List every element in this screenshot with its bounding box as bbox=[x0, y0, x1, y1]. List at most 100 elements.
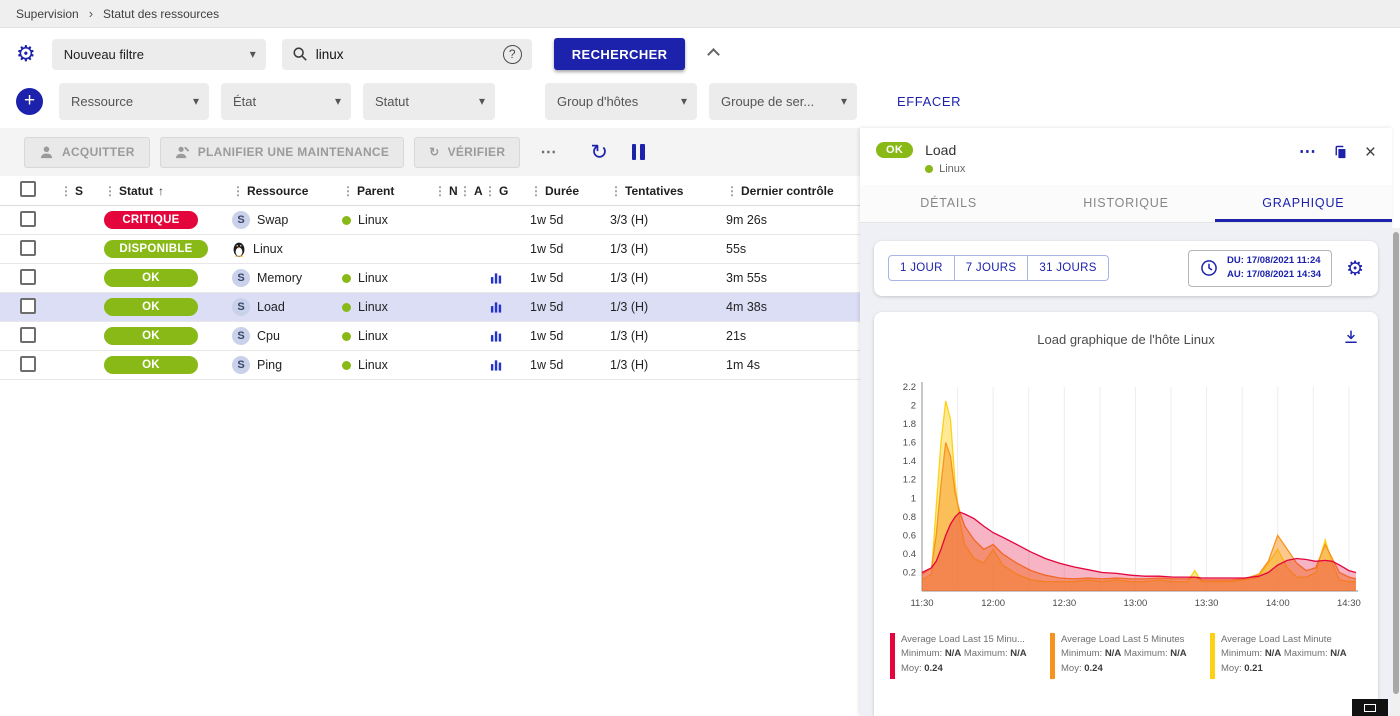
range-31days-button[interactable]: 31 JOURS bbox=[1027, 255, 1108, 281]
col-header-state[interactable]: ⋮S bbox=[60, 184, 104, 198]
host-up-dot-icon bbox=[342, 332, 351, 341]
graph-icon[interactable] bbox=[490, 301, 503, 313]
range-1day-button[interactable]: 1 JOUR bbox=[888, 255, 955, 281]
table-row[interactable]: DISPONIBLE Linux 1w 5d 1/3 (H) 55s bbox=[0, 235, 860, 264]
status-cell: OK bbox=[104, 298, 232, 316]
check-button[interactable]: ↻ VÉRIFIER bbox=[414, 137, 520, 168]
breadcrumb-current[interactable]: Statut des ressources bbox=[103, 7, 219, 21]
panel-host-name[interactable]: Linux bbox=[939, 163, 965, 175]
parent-name[interactable]: Linux bbox=[358, 358, 388, 372]
col-header-notes[interactable]: ⋮N bbox=[434, 184, 459, 198]
col-header-tries[interactable]: ⋮Tentatives bbox=[610, 184, 726, 198]
collapse-filters-chevron-icon[interactable] bbox=[708, 48, 721, 61]
table-row[interactable]: OK SCpu Linux 1w 5d 1/3 (H) 21s bbox=[0, 322, 860, 351]
criteria-servicegroup-select[interactable]: Groupe de ser... ▾ bbox=[709, 83, 857, 120]
export-download-icon[interactable] bbox=[1342, 328, 1360, 346]
criteria-status-select[interactable]: Statut ▾ bbox=[363, 83, 495, 120]
help-icon[interactable]: ? bbox=[503, 45, 522, 64]
resource-name[interactable]: Linux bbox=[253, 242, 283, 256]
criteria-state-select[interactable]: État ▾ bbox=[221, 83, 351, 120]
svg-text:11:30: 11:30 bbox=[910, 598, 933, 609]
legend-item[interactable]: Average Load Last 5 Minutes Minimum: N/A… bbox=[1050, 633, 1204, 679]
row-checkbox[interactable] bbox=[20, 298, 36, 314]
graph-icon[interactable] bbox=[490, 272, 503, 284]
tab-history[interactable]: HISTORIQUE bbox=[1037, 185, 1214, 222]
graph-settings-gear-icon[interactable]: ⚙ bbox=[1346, 256, 1364, 281]
drag-grip-icon[interactable]: ⋮ bbox=[104, 184, 116, 198]
drag-grip-icon[interactable]: ⋮ bbox=[434, 184, 446, 198]
parent-name[interactable]: Linux bbox=[358, 329, 388, 343]
resource-name[interactable]: Cpu bbox=[257, 329, 280, 343]
row-checkbox[interactable] bbox=[20, 356, 36, 372]
resource-name[interactable]: Swap bbox=[257, 213, 288, 227]
pause-autorefresh-icon[interactable] bbox=[632, 144, 645, 160]
service-icon: S bbox=[232, 269, 250, 287]
col-header-ack[interactable]: ⋮A bbox=[459, 184, 484, 198]
refresh-icon[interactable]: ↻ bbox=[590, 140, 608, 165]
table-row[interactable]: OK SMemory Linux 1w 5d 1/3 (H) 3m 55s bbox=[0, 264, 860, 293]
criteria-label: État bbox=[233, 94, 256, 109]
caret-down-icon: ▾ bbox=[335, 94, 341, 108]
panel-more-icon[interactable]: ⋯ bbox=[1299, 142, 1316, 162]
drag-grip-icon[interactable]: ⋮ bbox=[342, 184, 354, 198]
drag-grip-icon[interactable]: ⋮ bbox=[610, 184, 622, 198]
parent-name[interactable]: Linux bbox=[358, 213, 388, 227]
col-header-duration[interactable]: ⋮Durée bbox=[530, 184, 610, 198]
legend-item[interactable]: Average Load Last Minute Minimum: N/A Ma… bbox=[1210, 633, 1364, 679]
col-header-status[interactable]: ⋮Statut↑ bbox=[104, 184, 232, 198]
legend-item[interactable]: Average Load Last 15 Minu... Minimum: N/… bbox=[890, 633, 1044, 679]
sort-asc-icon[interactable]: ↑ bbox=[158, 184, 164, 198]
range-7days-button[interactable]: 7 JOURS bbox=[954, 255, 1029, 281]
drag-grip-icon[interactable]: ⋮ bbox=[459, 184, 471, 198]
graph-icon[interactable] bbox=[490, 330, 503, 342]
search-input[interactable] bbox=[316, 47, 495, 62]
set-downtime-button[interactable]: PLANIFIER UNE MAINTENANCE bbox=[160, 137, 405, 168]
search-button[interactable]: RECHERCHER bbox=[554, 38, 686, 70]
table-row[interactable]: CRITIQUE SSwap Linux 1w 5d 3/3 (H) 9m 26… bbox=[0, 206, 860, 235]
add-criteria-button[interactable]: + bbox=[16, 88, 43, 115]
time-range-segments: 1 JOUR 7 JOURS 31 JOURS bbox=[888, 255, 1109, 281]
criteria-label: Statut bbox=[375, 94, 409, 109]
chart-legend: Average Load Last 15 Minu... Minimum: N/… bbox=[888, 633, 1364, 679]
search-box[interactable]: ? bbox=[282, 39, 532, 70]
table-row-selected[interactable]: OK SLoad Linux 1w 5d 1/3 (H) 4m 38s bbox=[0, 293, 860, 322]
criteria-hostgroup-select[interactable]: Group d'hôtes ▾ bbox=[545, 83, 697, 120]
acknowledge-button[interactable]: ACQUITTER bbox=[24, 137, 150, 168]
col-header-resource[interactable]: ⋮Ressource bbox=[232, 184, 342, 198]
col-header-last-check[interactable]: ⋮Dernier contrôle bbox=[726, 184, 860, 198]
row-checkbox[interactable] bbox=[20, 211, 36, 227]
tab-graph[interactable]: GRAPHIQUE bbox=[1215, 185, 1392, 222]
drag-grip-icon[interactable]: ⋮ bbox=[60, 184, 72, 198]
graph-icon[interactable] bbox=[490, 359, 503, 371]
scrollbar-thumb[interactable] bbox=[1393, 232, 1399, 694]
clear-filters-button[interactable]: EFFACER bbox=[897, 94, 961, 109]
resource-name[interactable]: Ping bbox=[257, 358, 282, 372]
copy-link-icon[interactable] bbox=[1332, 144, 1349, 161]
resource-name[interactable]: Memory bbox=[257, 271, 302, 285]
drag-grip-icon[interactable]: ⋮ bbox=[530, 184, 542, 198]
breadcrumb-supervision[interactable]: Supervision bbox=[16, 7, 79, 21]
col-header-parent[interactable]: ⋮Parent bbox=[342, 184, 434, 198]
drag-grip-icon[interactable]: ⋮ bbox=[484, 184, 496, 198]
row-checkbox[interactable] bbox=[20, 269, 36, 285]
tab-details[interactable]: DÉTAILS bbox=[860, 185, 1037, 222]
filter-criteria-row: + Ressource ▾ État ▾ Statut ▾ Group d'hô… bbox=[16, 82, 961, 120]
criteria-resource-select[interactable]: Ressource ▾ bbox=[59, 83, 209, 120]
drag-grip-icon[interactable]: ⋮ bbox=[726, 184, 738, 198]
custom-period-button[interactable]: DU: 17/08/2021 11:24 AU: 17/08/2021 14:3… bbox=[1188, 250, 1332, 287]
resource-name[interactable]: Load bbox=[257, 300, 285, 314]
drag-grip-icon[interactable]: ⋮ bbox=[232, 184, 244, 198]
close-icon[interactable]: × bbox=[1365, 143, 1376, 162]
saved-filter-select[interactable]: Nouveau filtre ▾ bbox=[52, 39, 266, 70]
load-chart: 11:3012:0012:3013:0013:3014:0014:300.20.… bbox=[888, 377, 1364, 629]
col-header-graph[interactable]: ⋮G bbox=[484, 184, 530, 198]
table-row[interactable]: OK SPing Linux 1w 5d 1/3 (H) 1m 4s bbox=[0, 351, 860, 380]
parent-name[interactable]: Linux bbox=[358, 300, 388, 314]
select-all-checkbox[interactable] bbox=[20, 181, 36, 197]
row-checkbox[interactable] bbox=[20, 327, 36, 343]
status-badge: DISPONIBLE bbox=[104, 240, 208, 258]
parent-name[interactable]: Linux bbox=[358, 271, 388, 285]
row-checkbox[interactable] bbox=[20, 240, 36, 256]
settings-gear-icon[interactable]: ⚙ bbox=[16, 43, 36, 65]
more-actions-button[interactable]: ⋯ bbox=[530, 139, 566, 165]
